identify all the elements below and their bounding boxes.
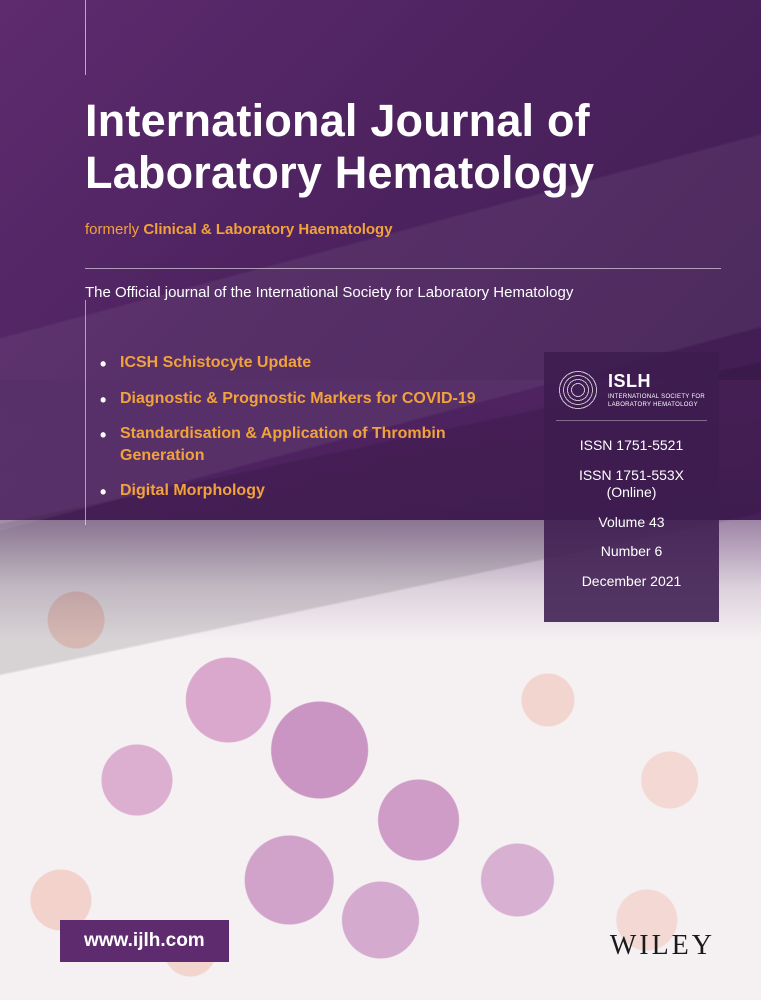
society-issue-panel: ISLH INTERNATIONAL SOCIETY FOR LABORATOR… — [544, 352, 719, 622]
website-url-bar: www.ijlh.com — [60, 920, 229, 962]
issn-online: ISSN 1751-553X (Online) — [556, 467, 707, 502]
vertical-divider-mid — [85, 300, 86, 525]
issn-print: ISSN 1751-5521 — [556, 437, 707, 455]
formerly-label: formerly — [85, 221, 139, 238]
former-title: formerly Clinical & Laboratory Haematolo… — [85, 221, 721, 238]
volume-number: Volume 43 — [556, 514, 707, 532]
horizontal-divider — [85, 268, 721, 269]
highlight-item: ICSH Schistocyte Update — [100, 352, 500, 374]
highlights-list: ICSH Schistocyte Update Diagnostic & Pro… — [100, 352, 500, 516]
highlight-item: Digital Morphology — [100, 480, 500, 502]
issue-info: ISSN 1751-5521 ISSN 1751-553X (Online) V… — [556, 437, 707, 590]
panel-divider — [556, 420, 707, 421]
society-text: ISLH INTERNATIONAL SOCIETY FOR LABORATOR… — [608, 371, 705, 408]
vertical-divider-top — [85, 0, 86, 75]
society-acronym: ISLH — [608, 371, 705, 392]
highlight-item: Diagnostic & Prognostic Markers for COVI… — [100, 388, 500, 410]
highlight-item: Standardisation & Application of Thrombi… — [100, 423, 500, 466]
journal-cover: International Journal of Laboratory Hema… — [0, 0, 761, 1000]
publisher-logo: WILEY — [610, 930, 715, 962]
title-line-2: Laboratory Hematology — [85, 147, 594, 198]
formerly-name: Clinical & Laboratory Haematology — [143, 221, 392, 238]
official-journal-line: The Official journal of the Internationa… — [85, 284, 721, 301]
title-block: International Journal of Laboratory Hema… — [85, 95, 721, 238]
title-line-1: International Journal of — [85, 95, 590, 146]
society-fullname: INTERNATIONAL SOCIETY FOR LABORATORY HEM… — [608, 394, 705, 408]
islh-swirl-icon — [558, 370, 598, 410]
journal-title: International Journal of Laboratory Hema… — [85, 95, 721, 199]
issue-number: Number 6 — [556, 543, 707, 561]
society-logo-row: ISLH INTERNATIONAL SOCIETY FOR LABORATOR… — [556, 370, 707, 410]
issue-date: December 2021 — [556, 573, 707, 591]
